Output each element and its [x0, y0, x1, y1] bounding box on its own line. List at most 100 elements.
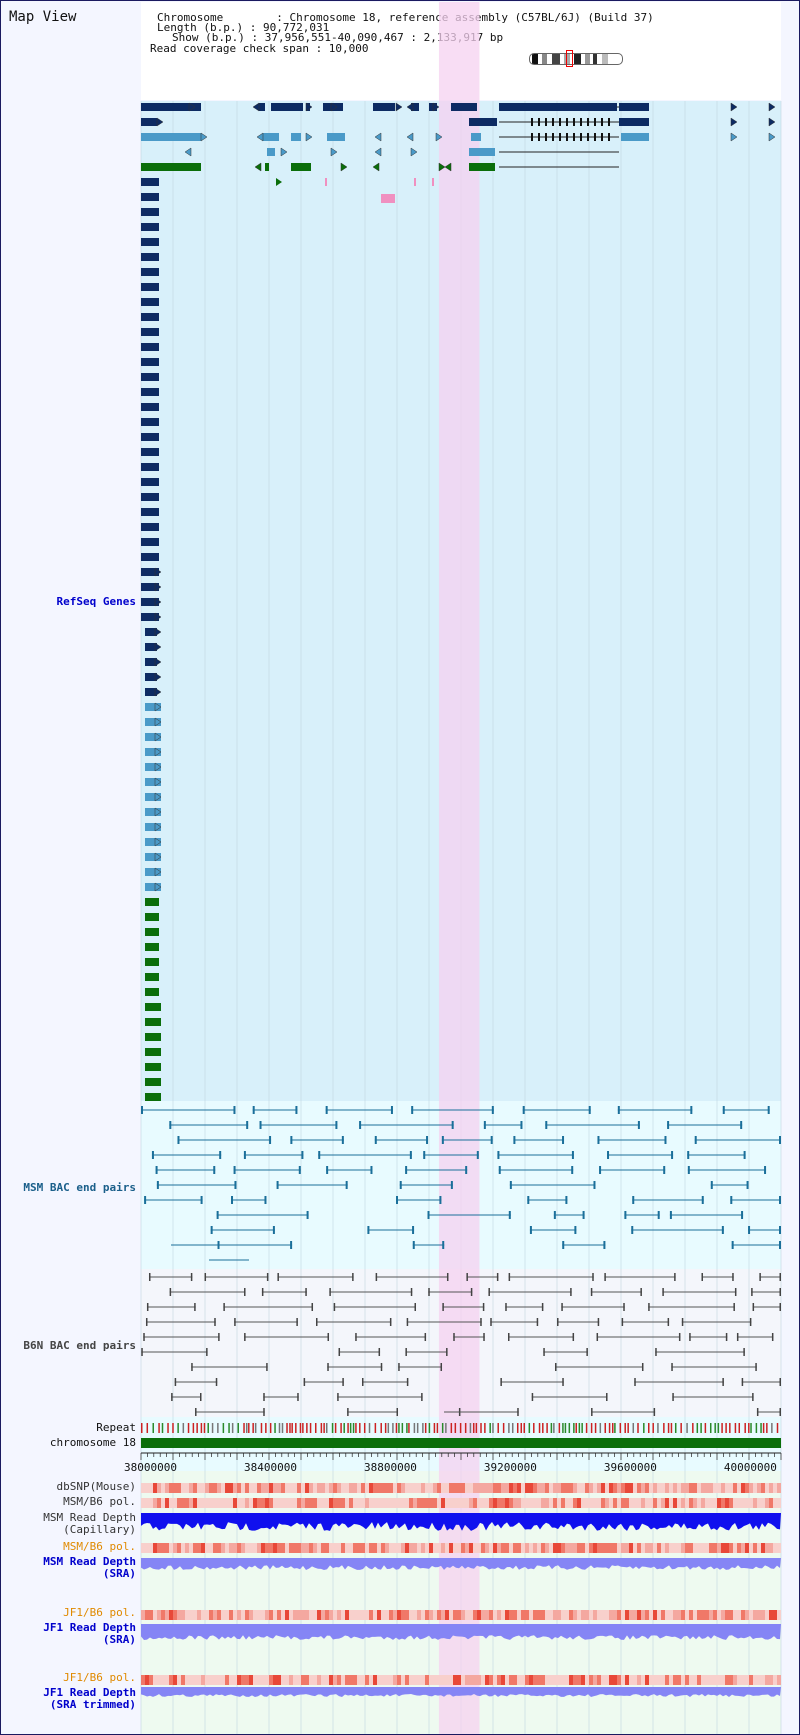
gene-block [145, 823, 161, 831]
bac-end [490, 1136, 493, 1144]
gene-block [145, 913, 159, 921]
polymorphism-cell [473, 1675, 477, 1685]
gene-block [291, 133, 301, 141]
polymorphism-cell [709, 1498, 713, 1508]
polymorphism-cell [309, 1483, 313, 1493]
polymorphism-cell [613, 1610, 617, 1620]
repeat-feature [562, 1423, 564, 1433]
polymorphism-cell [217, 1483, 221, 1493]
jf1-pol-trimmed-label[interactable]: JF1/B6 pol. [63, 1671, 136, 1684]
bac-end [779, 1136, 781, 1144]
gene-block [141, 223, 159, 231]
polymorphism-cell [569, 1610, 573, 1620]
polymorphism-cell [777, 1483, 781, 1493]
polymorphism-cell [525, 1543, 529, 1553]
polymorphism-cell [669, 1610, 673, 1620]
polymorphism-cell [369, 1498, 373, 1508]
polymorphism-cell [517, 1675, 521, 1685]
repeat-feature [578, 1423, 581, 1433]
polymorphism-cell [265, 1675, 269, 1685]
repeat-feature [558, 1423, 561, 1433]
polymorphism-cell [245, 1543, 249, 1553]
repeat-feature [516, 1423, 519, 1433]
polymorphism-cell [145, 1543, 149, 1553]
polymorphism-cell [565, 1498, 569, 1508]
bac-end [779, 1226, 781, 1234]
polymorphism-cell [273, 1483, 277, 1493]
polymorphism-cell [433, 1610, 437, 1620]
bac-end [562, 1378, 564, 1386]
bac-end [177, 1136, 180, 1144]
polymorphism-cell [253, 1483, 257, 1493]
bac-end [333, 1303, 336, 1311]
bac-end [662, 1288, 664, 1296]
bac-end [664, 1136, 667, 1144]
gene-block [141, 433, 159, 441]
exon-tick [552, 118, 554, 126]
polymorphism-cell [293, 1543, 297, 1553]
polymorphism-cell [741, 1498, 745, 1508]
polymorphism-cell [365, 1483, 369, 1493]
jf1-depth-trimmed-label[interactable]: JF1 Read Depth (SRA trimmed) [43, 1686, 136, 1711]
polymorphism-cell [209, 1543, 213, 1553]
chromosome-ideogram[interactable] [529, 53, 623, 65]
bac-end [446, 1273, 449, 1281]
bac-end [155, 1166, 158, 1174]
repeat-feature [738, 1423, 741, 1433]
polymorphism-cell [413, 1498, 417, 1508]
bac-end [476, 1151, 479, 1159]
b6n-bac-label[interactable]: B6N BAC end pairs [23, 1339, 136, 1352]
gene-block [141, 358, 159, 366]
polymorphism-cell [485, 1675, 489, 1685]
polymorphism-cell [465, 1610, 469, 1620]
polymorphism-cell [297, 1675, 301, 1685]
polymorphism-cell [581, 1483, 585, 1493]
polymorphism-cell [361, 1675, 365, 1685]
strand-arrow [254, 162, 262, 172]
bac-end [741, 1211, 744, 1219]
strand-arrow [730, 117, 738, 127]
polymorphism-cell [165, 1675, 169, 1685]
polymorphism-cell [317, 1610, 321, 1620]
polymorphism-cell [765, 1498, 769, 1508]
polymorphism-cell [601, 1675, 605, 1685]
repeat-feature [211, 1423, 214, 1433]
polymorphism-cell [665, 1610, 669, 1620]
polymorphism-cell [777, 1675, 781, 1685]
jf1-depth-sra-label[interactable]: JF1 Read Depth (SRA) [43, 1621, 136, 1646]
dbsnp-label[interactable]: dbSNP(Mouse) [56, 1480, 136, 1493]
polymorphism-cell [181, 1610, 185, 1620]
bac-end [341, 1136, 344, 1144]
msm-pol-sra-label[interactable]: MSM/B6 pol. [63, 1540, 136, 1553]
polymorphism-cell [397, 1675, 401, 1685]
strand-arrow [768, 102, 776, 112]
bac-end [345, 1181, 348, 1189]
bac-end [297, 1393, 299, 1401]
polymorphism-cell [561, 1543, 565, 1553]
bac-end [571, 1151, 574, 1159]
bac-end [663, 1166, 666, 1174]
refseq-genes-label[interactable]: RefSeq Genes [56, 595, 136, 608]
jf1-pol-label[interactable]: JF1/B6 pol. [63, 1606, 136, 1619]
polymorphism-cell [609, 1543, 613, 1553]
msm-depth-capillary-label[interactable]: MSM Read Depth (Capillary) [43, 1511, 136, 1536]
gene-block [145, 628, 157, 636]
polymorphism-cell [485, 1498, 489, 1508]
polymorphism-cell [309, 1543, 313, 1553]
gene-block [141, 418, 159, 426]
msm-depth-sra-label[interactable]: MSM Read Depth (SRA) [43, 1555, 136, 1580]
polymorphism-cell [393, 1543, 397, 1553]
bac-end [749, 1318, 752, 1326]
bac-end [756, 1408, 759, 1416]
polymorphism-cell [229, 1483, 233, 1493]
msm-pol-label[interactable]: MSM/B6 pol. [63, 1495, 136, 1508]
polymorphism-cell [561, 1498, 565, 1508]
polymorphism-cell [181, 1483, 185, 1493]
gene-block [499, 103, 617, 111]
polymorphism-cell [273, 1610, 277, 1620]
bac-end [522, 1106, 525, 1114]
polymorphism-cell [321, 1675, 325, 1685]
msm-bac-label[interactable]: MSM BAC end pairs [23, 1181, 136, 1194]
strand-arrow [730, 132, 738, 142]
